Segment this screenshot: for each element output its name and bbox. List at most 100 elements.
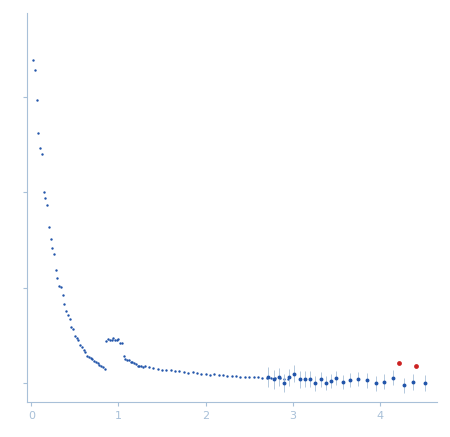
Point <box>220 371 227 378</box>
Point <box>130 360 138 367</box>
Point <box>56 282 63 289</box>
Point <box>68 324 75 331</box>
Point <box>150 364 157 371</box>
Point <box>38 150 45 157</box>
Point <box>106 336 113 343</box>
Point <box>63 307 70 314</box>
Point <box>70 325 77 332</box>
Point <box>413 362 420 369</box>
Point <box>104 336 112 343</box>
Point <box>115 335 122 342</box>
Point <box>49 245 56 252</box>
Point <box>215 372 222 379</box>
Point <box>145 364 153 371</box>
Point <box>76 342 84 349</box>
Point <box>237 373 244 380</box>
Point <box>141 362 148 369</box>
Point <box>98 362 105 369</box>
Point <box>124 356 131 363</box>
Point <box>126 357 133 364</box>
Point <box>228 372 235 379</box>
Point <box>96 362 103 369</box>
Point <box>47 236 54 243</box>
Point <box>254 374 261 381</box>
Point <box>58 284 65 291</box>
Point <box>120 353 127 360</box>
Point <box>112 336 119 343</box>
Point <box>99 364 106 371</box>
Point <box>101 365 108 372</box>
Point <box>285 375 292 382</box>
Point <box>167 367 174 374</box>
Point <box>84 352 91 359</box>
Point <box>158 366 166 373</box>
Point <box>396 359 403 366</box>
Point <box>103 337 110 344</box>
Point <box>194 370 201 377</box>
Point <box>198 370 205 377</box>
Point <box>259 375 266 382</box>
Point <box>71 332 78 339</box>
Point <box>241 374 248 381</box>
Point <box>118 340 126 347</box>
Point <box>138 362 145 369</box>
Point <box>82 348 89 355</box>
Point <box>85 354 92 361</box>
Point <box>31 66 38 73</box>
Point <box>272 375 279 382</box>
Point <box>180 369 188 376</box>
Point <box>280 375 288 382</box>
Point <box>211 371 218 378</box>
Point <box>35 130 42 137</box>
Point <box>92 359 99 366</box>
Point <box>87 354 94 361</box>
Point <box>163 366 170 373</box>
Point <box>171 368 179 375</box>
Point <box>140 363 147 370</box>
Point <box>136 363 143 370</box>
Point <box>129 359 136 366</box>
Point <box>134 363 141 370</box>
Point <box>250 374 257 381</box>
Point <box>30 57 37 64</box>
Point <box>42 194 49 201</box>
Point <box>94 360 101 367</box>
Point <box>176 368 183 375</box>
Point <box>40 189 47 196</box>
Point <box>117 340 124 347</box>
Point <box>132 361 140 368</box>
Point <box>184 369 192 376</box>
Point <box>52 266 59 273</box>
Point <box>263 375 270 382</box>
Point <box>110 334 117 341</box>
Point <box>64 312 72 319</box>
Point <box>202 371 209 378</box>
Point <box>233 373 240 380</box>
Point <box>54 274 61 281</box>
Point <box>50 250 58 257</box>
Point <box>44 201 51 208</box>
Point <box>89 355 96 362</box>
Point <box>73 335 80 342</box>
Point <box>61 300 68 307</box>
Point <box>276 375 283 382</box>
Point <box>127 358 134 365</box>
Point <box>45 224 52 231</box>
Point <box>36 144 44 151</box>
Point <box>59 291 66 298</box>
Point <box>113 336 120 343</box>
Point <box>267 375 274 382</box>
Point <box>66 316 73 323</box>
Point <box>80 347 87 354</box>
Point <box>75 336 82 343</box>
Point <box>246 373 253 380</box>
Point <box>224 372 231 379</box>
Point <box>108 336 115 343</box>
Point <box>207 371 214 378</box>
Point <box>78 343 86 350</box>
Point <box>33 96 40 103</box>
Point <box>154 365 161 372</box>
Point <box>122 356 129 363</box>
Point <box>189 369 196 376</box>
Point <box>90 357 98 364</box>
